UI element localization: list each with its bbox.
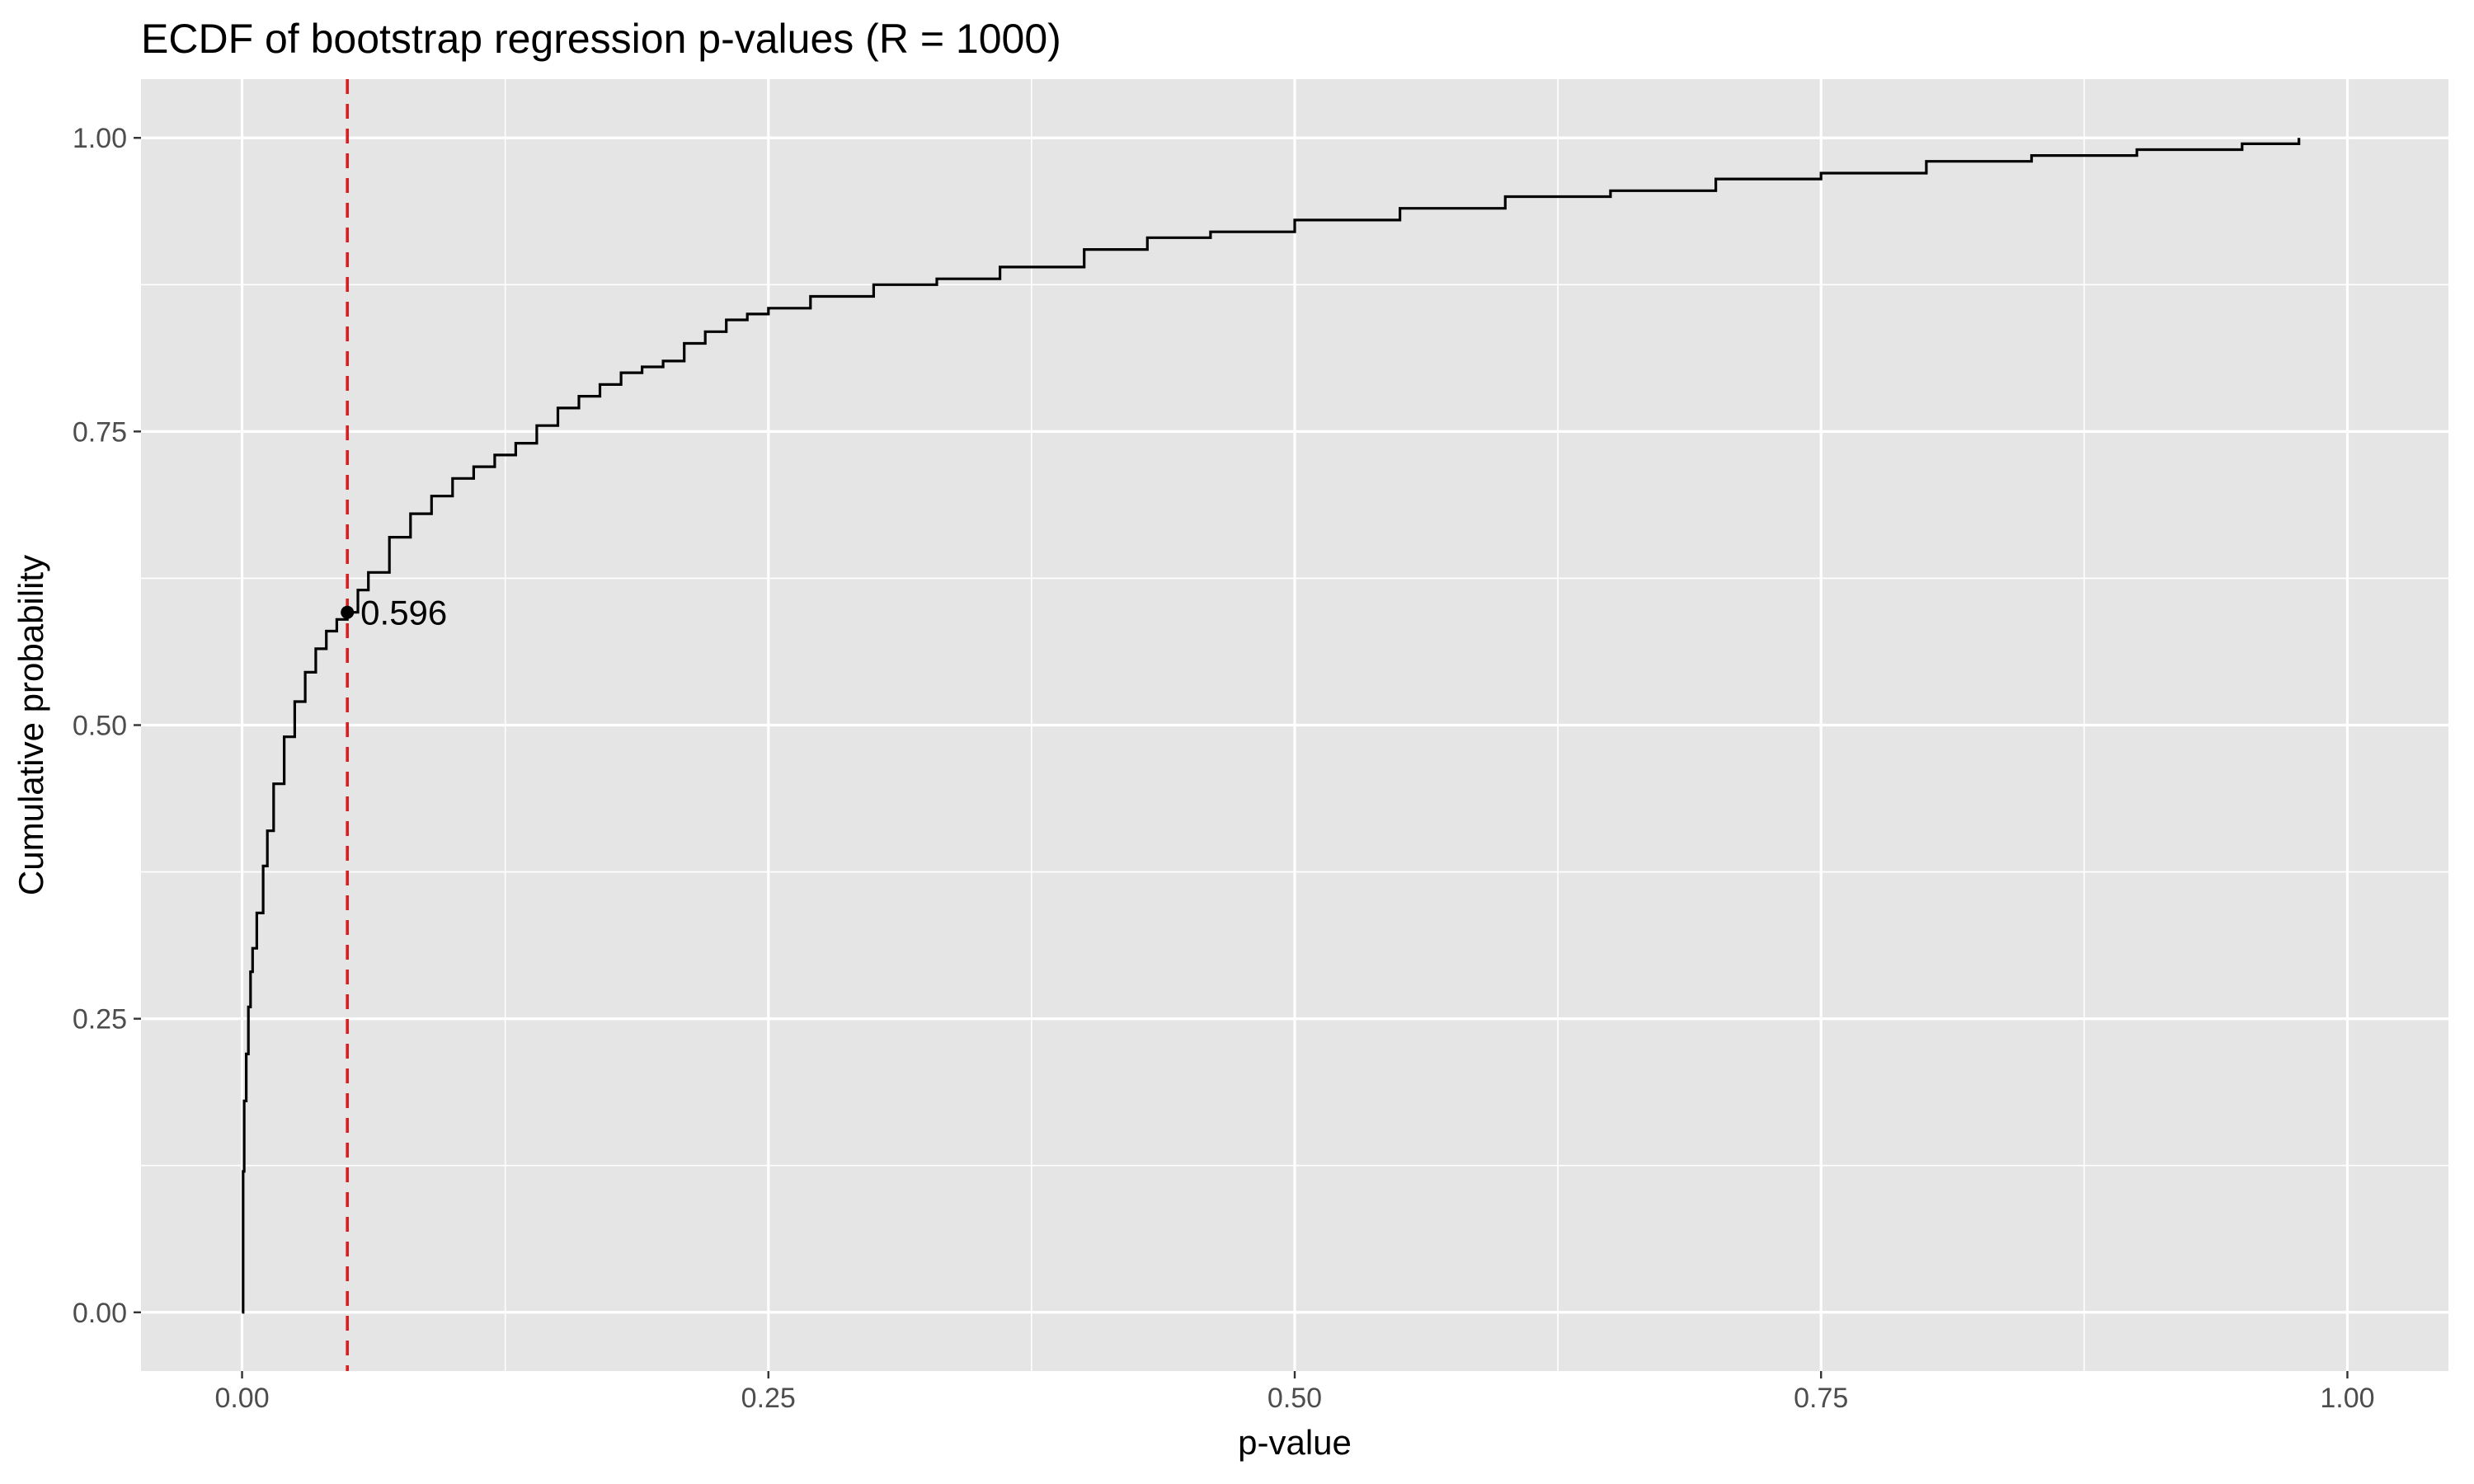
ecdf-series-line (242, 138, 2301, 1314)
x-tick-label: 0.25 (741, 1383, 796, 1414)
y-tick-label: 1.00 (73, 123, 127, 154)
x-tick-label: 0.50 (1268, 1383, 1322, 1414)
x-axis-title: p-value (1238, 1423, 1352, 1462)
y-tick-label: 0.25 (73, 1004, 127, 1036)
annotation-point (341, 605, 355, 619)
y-tick-label: 0.50 (73, 711, 127, 742)
x-tick-label: 1.00 (2320, 1383, 2374, 1414)
annotation-label: 0.596 (360, 594, 447, 632)
major-gridlines (141, 79, 2448, 1371)
y-tick-label: 0.00 (73, 1298, 127, 1329)
x-tick-label: 0.00 (214, 1383, 269, 1414)
y-axis-ticks: 0.00 0.25 0.50 0.75 1.00 (73, 123, 141, 1329)
y-tick-label: 0.75 (73, 416, 127, 448)
x-tick-label: 0.75 (1794, 1383, 1848, 1414)
chart-title: ECDF of bootstrap regression p-values (R… (141, 16, 1061, 62)
y-axis-title: Cumulative probability (12, 555, 50, 895)
x-axis-ticks: 0.00 0.25 0.50 0.75 1.00 (214, 1371, 2375, 1414)
